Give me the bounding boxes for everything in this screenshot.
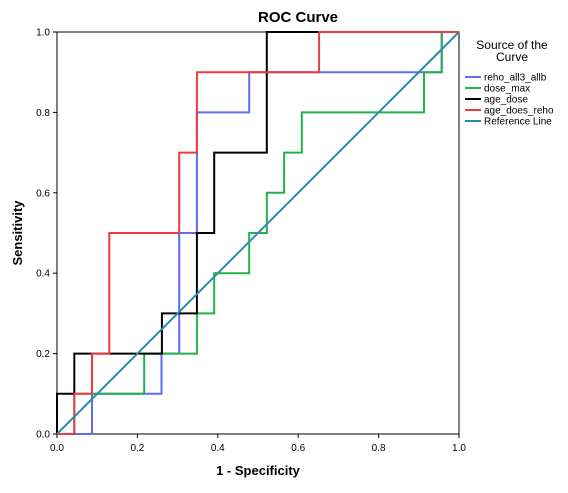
legend-title-line-1: Source of the (476, 38, 548, 52)
x-tick-label: 0.0 (50, 443, 64, 454)
legend-label-dose-max: dose_max (484, 84, 530, 95)
series-line-age-does-reho (57, 31, 459, 435)
x-axis: 0.0 0.2 0.4 0.6 0.8 1.0 (50, 434, 466, 454)
legend-label-age-dose: age_dose (484, 95, 528, 106)
legend-label-reho-all3-allb: reho_all3_allb (484, 73, 547, 84)
legend-label-age-does-reho: age_does_reho (484, 106, 554, 117)
y-tick-label: 0.2 (36, 349, 50, 360)
x-axis-label: 1 - Specificity (216, 463, 301, 478)
y-axis-label: Sensitivity (10, 200, 25, 266)
legend: Source of the Curve reho_all3_allbdose_m… (465, 38, 554, 128)
y-tick-label: 0.4 (36, 269, 50, 280)
series-line-reference-line (56, 31, 460, 435)
series-layer (56, 31, 460, 435)
y-tick-label: 1.0 (36, 28, 50, 39)
legend-title-line-2: Curve (496, 50, 528, 64)
x-tick-label: 0.8 (372, 443, 386, 454)
y-axis: 0.0 0.2 0.4 0.6 0.8 1.0 (36, 28, 57, 441)
y-tick-label: 0.8 (36, 108, 50, 119)
y-tick-label: 0.6 (36, 188, 50, 199)
x-tick-label: 0.2 (130, 443, 144, 454)
legend-label-reference-line: Reference Line (484, 117, 552, 128)
x-tick-label: 0.6 (291, 443, 305, 454)
legend-items: reho_all3_allbdose_maxage_doseage_does_r… (465, 73, 554, 128)
chart-title: ROC Curve (258, 9, 338, 26)
x-tick-label: 0.4 (211, 443, 225, 454)
x-tick-label: 1.0 (452, 443, 466, 454)
y-tick-label: 0.0 (36, 430, 50, 441)
